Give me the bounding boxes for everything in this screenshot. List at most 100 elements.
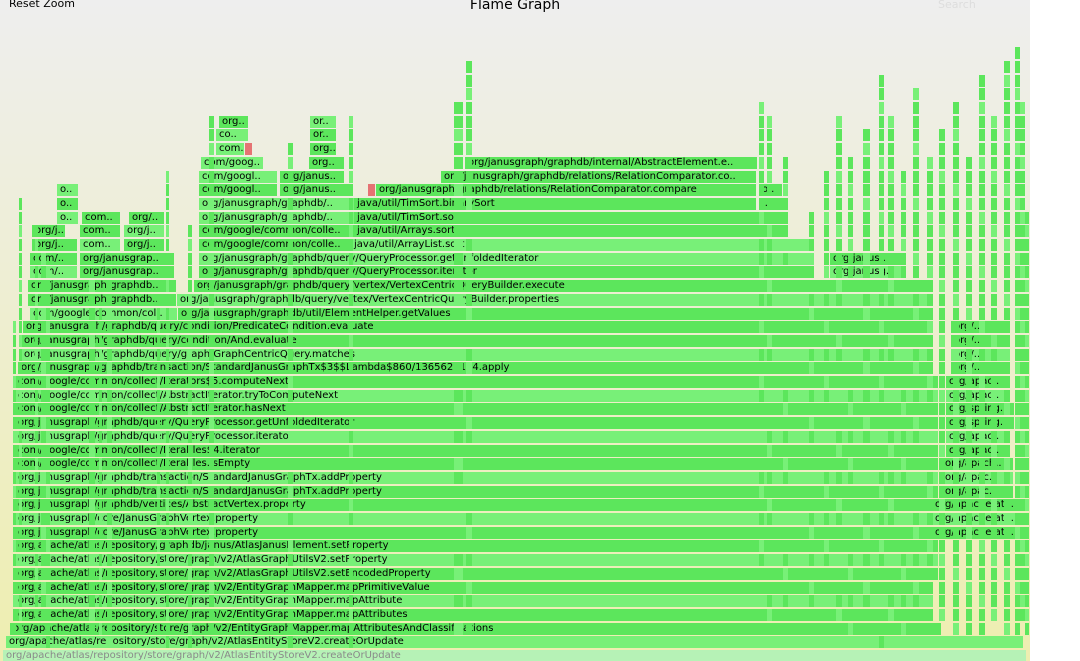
narrow-stack-frame[interactable]: [767, 623, 772, 635]
narrow-stack-frame[interactable]: [927, 499, 933, 511]
narrow-stack-frame[interactable]: [913, 143, 919, 155]
narrow-stack-frame[interactable]: [901, 225, 906, 237]
narrow-stack-frame[interactable]: [1015, 294, 1020, 306]
narrow-stack-frame[interactable]: [99, 431, 102, 443]
narrow-stack-frame[interactable]: [35, 458, 38, 470]
narrow-stack-frame[interactable]: [209, 540, 214, 552]
narrow-stack-frame[interactable]: [759, 294, 764, 306]
narrow-stack-frame[interactable]: [836, 568, 842, 580]
narrow-stack-frame[interactable]: [209, 623, 214, 635]
narrow-stack-frame[interactable]: [879, 499, 884, 511]
narrow-stack-frame[interactable]: [953, 116, 959, 128]
narrow-stack-frame[interactable]: [1004, 582, 1010, 594]
narrow-stack-frame[interactable]: [913, 362, 919, 374]
narrow-stack-frame[interactable]: [166, 239, 169, 251]
narrow-stack-frame[interactable]: [824, 349, 829, 361]
narrow-stack-frame[interactable]: [466, 308, 472, 320]
narrow-stack-frame[interactable]: [901, 335, 906, 347]
narrow-stack-frame[interactable]: [767, 540, 772, 552]
narrow-stack-frame[interactable]: [836, 472, 842, 484]
narrow-stack-frame[interactable]: [35, 554, 38, 566]
narrow-stack-frame[interactable]: [41, 335, 46, 347]
narrow-stack-frame[interactable]: [1015, 513, 1020, 525]
narrow-stack-frame[interactable]: [1015, 376, 1020, 388]
narrow-stack-frame[interactable]: [848, 266, 853, 278]
narrow-stack-frame[interactable]: [913, 527, 919, 539]
narrow-stack-frame[interactable]: [927, 582, 933, 594]
narrow-stack-frame[interactable]: [349, 280, 353, 292]
narrow-stack-frame[interactable]: [46, 513, 50, 525]
narrow-stack-frame[interactable]: [783, 362, 788, 374]
narrow-stack-frame[interactable]: [901, 568, 906, 580]
narrow-stack-frame[interactable]: [863, 486, 870, 498]
narrow-stack-frame[interactable]: [89, 308, 95, 320]
narrow-stack-frame[interactable]: [901, 198, 906, 210]
narrow-stack-frame[interactable]: [913, 102, 919, 114]
narrow-stack-frame[interactable]: [46, 527, 50, 539]
narrow-stack-frame[interactable]: [466, 527, 472, 539]
narrow-stack-frame[interactable]: [1025, 335, 1029, 347]
stack-frame[interactable]: org/apac..: [946, 431, 1004, 443]
narrow-stack-frame[interactable]: [759, 335, 764, 347]
narrow-stack-frame[interactable]: [901, 513, 906, 525]
narrow-stack-frame[interactable]: [966, 431, 972, 443]
narrow-stack-frame[interactable]: [107, 513, 112, 525]
narrow-stack-frame[interactable]: [1004, 527, 1010, 539]
narrow-stack-frame[interactable]: [1020, 171, 1025, 183]
narrow-stack-frame[interactable]: [809, 595, 814, 607]
narrow-stack-frame[interactable]: [759, 102, 764, 114]
narrow-stack-frame[interactable]: [35, 472, 38, 484]
narrow-stack-frame[interactable]: [888, 239, 894, 251]
narrow-stack-frame[interactable]: [41, 445, 46, 457]
narrow-stack-frame[interactable]: [939, 472, 945, 484]
narrow-stack-frame[interactable]: [824, 266, 829, 278]
narrow-stack-frame[interactable]: [107, 445, 112, 457]
narrow-stack-frame[interactable]: [767, 513, 772, 525]
narrow-stack-frame[interactable]: [288, 308, 293, 320]
narrow-stack-frame[interactable]: [913, 129, 919, 141]
narrow-stack-frame[interactable]: [966, 390, 972, 402]
narrow-stack-frame[interactable]: [1004, 253, 1010, 265]
narrow-stack-frame[interactable]: [879, 239, 884, 251]
narrow-stack-frame[interactable]: [767, 239, 772, 251]
narrow-stack-frame[interactable]: [454, 595, 463, 607]
narrow-stack-frame[interactable]: [759, 171, 764, 183]
narrow-stack-frame[interactable]: [913, 349, 919, 361]
narrow-stack-frame[interactable]: [1020, 253, 1025, 265]
narrow-stack-frame[interactable]: [466, 198, 472, 210]
narrow-stack-frame[interactable]: [349, 403, 353, 415]
narrow-stack-frame[interactable]: [1015, 582, 1020, 594]
narrow-stack-frame[interactable]: [188, 349, 192, 361]
stack-frame[interactable]: org/janusgrap..: [80, 266, 174, 278]
narrow-stack-frame[interactable]: [89, 390, 95, 402]
narrow-stack-frame[interactable]: [1025, 403, 1029, 415]
narrow-stack-frame[interactable]: [809, 582, 814, 594]
narrow-stack-frame[interactable]: [953, 308, 959, 320]
narrow-stack-frame[interactable]: [824, 431, 829, 443]
narrow-stack-frame[interactable]: [848, 458, 853, 470]
narrow-stack-frame[interactable]: [107, 540, 112, 552]
narrow-stack-frame[interactable]: [836, 253, 842, 265]
narrow-stack-frame[interactable]: [1015, 403, 1020, 415]
narrow-stack-frame[interactable]: [1025, 390, 1029, 402]
narrow-stack-frame[interactable]: [1004, 61, 1010, 73]
narrow-stack-frame[interactable]: [888, 609, 894, 621]
narrow-stack-frame[interactable]: [466, 171, 472, 183]
narrow-stack-frame[interactable]: [1020, 143, 1025, 155]
narrow-stack-frame[interactable]: [863, 376, 870, 388]
narrow-stack-frame[interactable]: [901, 417, 906, 429]
narrow-stack-frame[interactable]: [1015, 623, 1020, 635]
narrow-stack-frame[interactable]: [836, 198, 842, 210]
narrow-stack-frame[interactable]: [879, 253, 884, 265]
narrow-stack-frame[interactable]: [349, 335, 353, 347]
narrow-stack-frame[interactable]: [188, 513, 192, 525]
narrow-stack-frame[interactable]: [1020, 157, 1025, 169]
narrow-stack-frame[interactable]: [863, 445, 870, 457]
narrow-stack-frame[interactable]: [879, 582, 884, 594]
narrow-stack-frame[interactable]: [991, 184, 997, 196]
narrow-stack-frame[interactable]: [863, 582, 870, 594]
narrow-stack-frame[interactable]: [783, 335, 788, 347]
narrow-stack-frame[interactable]: [939, 349, 945, 361]
narrow-stack-frame[interactable]: [46, 540, 50, 552]
narrow-stack-frame[interactable]: [913, 540, 919, 552]
